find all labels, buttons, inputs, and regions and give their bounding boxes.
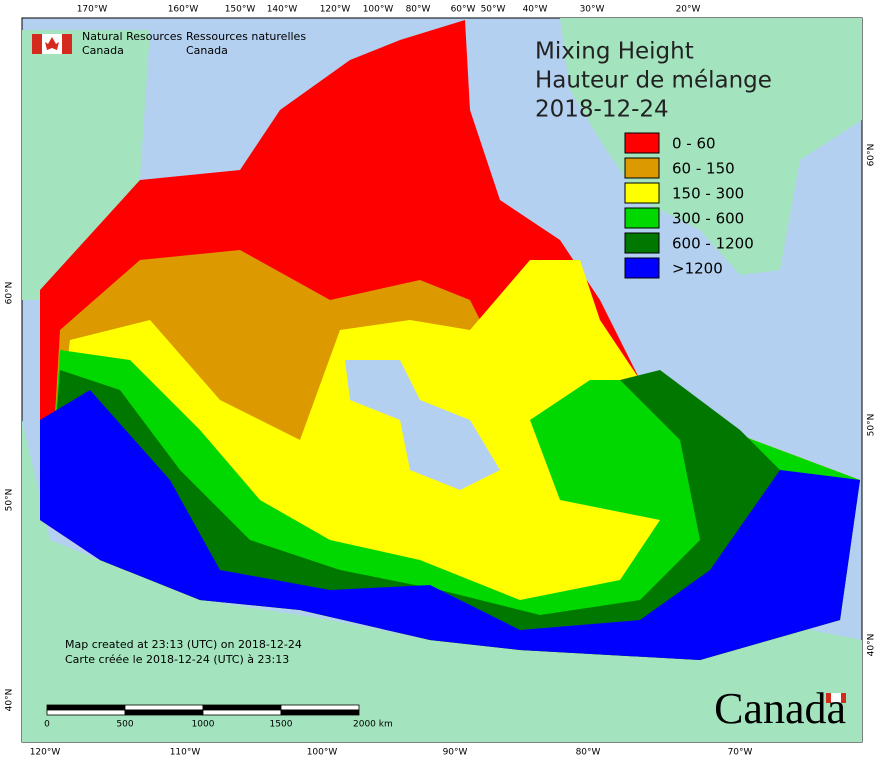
legend-swatch [624,232,660,254]
longitude-label: 120°W [320,5,351,15]
scale-segment [202,704,282,711]
wordmark: Canada [714,684,846,733]
scale-segment [46,709,126,716]
agency-name: Ressources naturelles [186,30,306,43]
agency-name: Canada [186,44,228,57]
latitude-label: 60°N [867,144,877,167]
scale-segment [280,704,360,711]
legend-label: 300 - 600 [672,210,744,228]
maple-leaf [45,37,59,50]
longitude-label: 110°W [170,748,201,758]
scale-segment [202,709,282,716]
title-line: Mixing Height [535,39,694,65]
scale-segment [124,709,204,716]
legend-label: 60 - 150 [672,160,735,178]
longitude-label: 120°W [30,748,61,758]
longitude-label: 170°W [77,5,108,15]
legend-swatch [624,157,660,179]
longitude-label: 60°W [451,5,476,15]
longitude-label: 90°W [443,748,468,758]
credit-line: Map created at 23:13 (UTC) on 2018-12-24 [65,638,302,651]
flag-logo [32,34,72,54]
hudson-bay [345,360,500,490]
legend-label: 150 - 300 [672,185,744,203]
flag-bar [841,693,846,703]
greenland [560,18,862,275]
agency-name: Natural Resources [82,30,183,43]
longitude-label: 50°W [481,5,506,15]
scale-segment [46,704,126,711]
legend-swatch [624,182,660,204]
longitude-label: 80°W [406,5,431,15]
mixing-height-zones [40,20,860,660]
legend-label: 0 - 60 [672,135,716,153]
latitude-label: 60°N [5,282,15,305]
alaska [22,30,150,300]
longitude-label: 80°W [576,748,601,758]
flag-bar [826,693,831,703]
longitude-label: 140°W [267,5,298,15]
latitude-label: 50°N [5,489,15,512]
scale-label: 2000 km [353,720,393,730]
longitude-label: 70°W [728,748,753,758]
credit-line: Carte créée le 2018-12-24 (UTC) à 23:13 [65,653,289,666]
legend-label: >1200 [672,260,723,278]
legend-swatch [624,207,660,229]
longitude-label: 20°W [676,5,701,15]
legend-label: 600 - 1200 [672,235,754,253]
scale-label: 1500 [270,720,293,730]
longitude-label: 100°W [307,748,338,758]
longitude-label: 40°W [523,5,548,15]
scale-segment [280,709,360,716]
latitude-label: 40°N [5,689,15,712]
title-line: 2018-12-24 [535,97,669,123]
latitude-label: 40°N [867,634,877,657]
longitude-label: 160°W [168,5,199,15]
scale-label: 500 [116,720,133,730]
scale-label: 0 [44,720,50,730]
flag-bar [32,34,42,54]
agency-name: Canada [82,44,124,57]
longitude-label: 150°W [225,5,256,15]
title-line: Hauteur de mélange [535,68,772,94]
legend-swatch [624,132,660,154]
wordmark-flag [826,693,846,703]
zone [40,390,860,660]
longitude-label: 30°W [580,5,605,15]
longitude-label: 100°W [363,5,394,15]
usa [22,420,862,742]
flag-bar [62,34,72,54]
latitude-label: 50°N [867,414,877,437]
scale-label: 1000 [192,720,215,730]
legend-swatch [624,257,660,279]
scale-segment [124,704,204,711]
flag-center [831,693,841,703]
